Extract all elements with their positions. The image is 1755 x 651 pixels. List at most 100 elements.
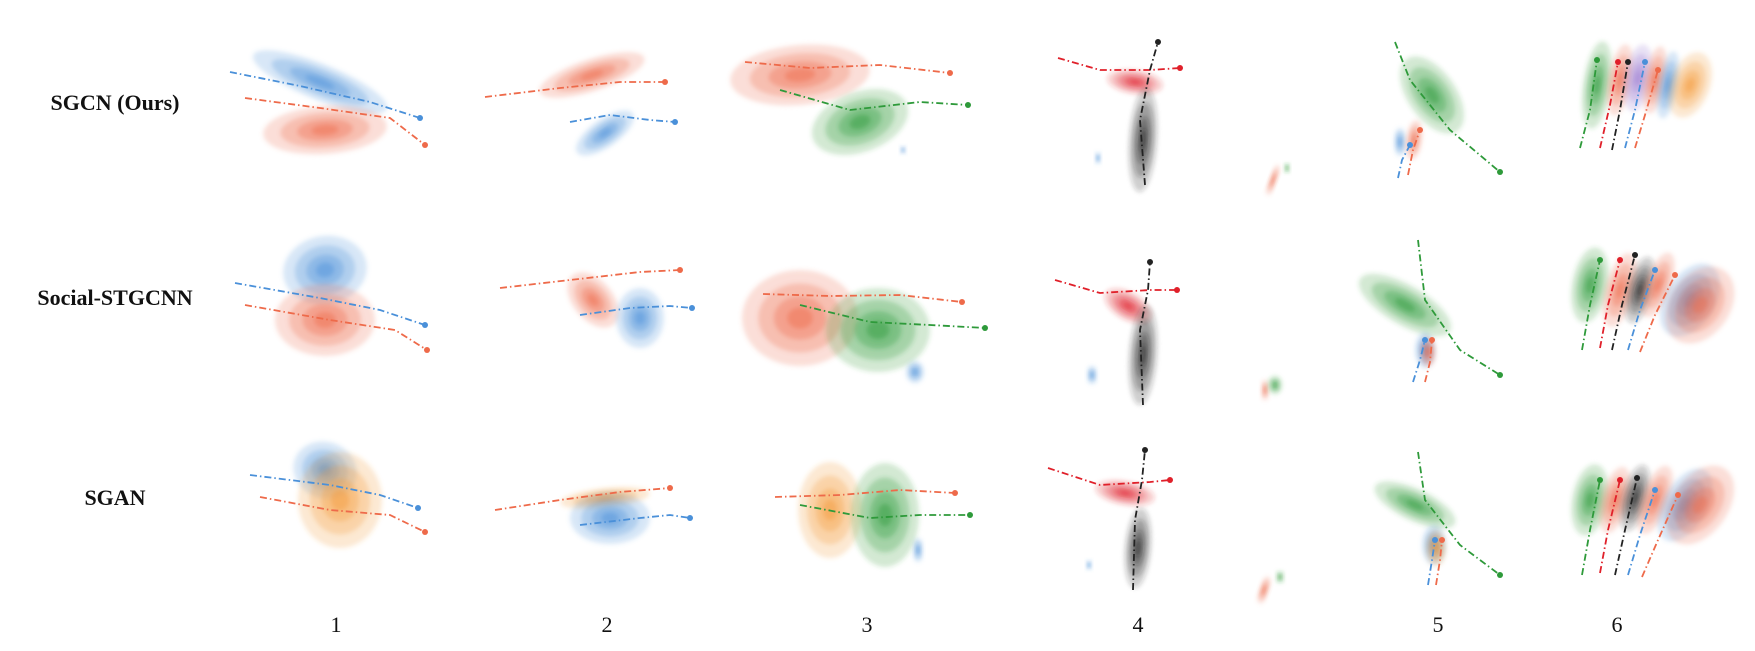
trajectory-endpoint-59 xyxy=(689,305,695,311)
density-blob-191 xyxy=(1279,575,1281,579)
density-blob-171 xyxy=(1118,490,1132,496)
trajectory-line-118 xyxy=(799,504,970,519)
trajectory-endpoint-47 xyxy=(672,119,678,125)
trajectory-line-20 xyxy=(234,282,426,326)
density-blob-139 xyxy=(1271,176,1275,184)
density-blob-115 xyxy=(916,547,920,553)
trajectory-endpoint-69 xyxy=(667,485,673,491)
column-label-5: 5 xyxy=(1432,612,1444,637)
trajectory-endpoint-275 xyxy=(1625,59,1631,65)
density-blob-187 xyxy=(1262,587,1266,593)
density-blob-143 xyxy=(1286,166,1288,170)
density-blob-95 xyxy=(866,320,890,340)
density-blob-83 xyxy=(902,149,904,151)
trajectory-line-8 xyxy=(229,71,421,119)
trajectory-line-278 xyxy=(1634,69,1659,149)
trajectory-endpoint-103 xyxy=(982,325,988,331)
density-blob-31 xyxy=(330,489,350,511)
density-blob-75 xyxy=(784,68,816,82)
trajectory-line-132 xyxy=(1057,57,1181,71)
trajectory-endpoint-311 xyxy=(1652,267,1658,273)
density-blob-231 xyxy=(1406,499,1424,511)
density-blob-79 xyxy=(849,114,871,130)
density-blob-131 xyxy=(1097,156,1099,160)
density-blob-91 xyxy=(787,307,813,329)
density-blob-329 xyxy=(1651,492,1659,508)
trajectory-line-226 xyxy=(1424,339,1433,383)
density-blob-195 xyxy=(1424,86,1440,104)
density-blob-51 xyxy=(587,293,599,307)
trajectory-endpoint-307 xyxy=(1617,257,1623,263)
trajectory-endpoint-243 xyxy=(1432,537,1438,543)
density-blob-43 xyxy=(598,128,612,138)
trajectory-line-244 xyxy=(1435,539,1443,586)
density-blob-257 xyxy=(1634,70,1642,86)
density-blob-269 xyxy=(1685,77,1695,93)
column-label-3: 3 xyxy=(861,612,873,637)
trajectory-endpoint-245 xyxy=(1439,537,1445,543)
row-label-social-stgcnn: Social-STGCNN xyxy=(37,285,193,310)
density-blob-179 xyxy=(1088,563,1090,567)
density-blob-317 xyxy=(1585,492,1595,508)
density-blob-249 xyxy=(1593,75,1601,95)
trajectory-endpoint-33 xyxy=(415,505,421,511)
trajectory-endpoint-11 xyxy=(422,142,428,148)
trajectory-endpoint-181 xyxy=(1167,477,1173,483)
trajectory-endpoint-207 xyxy=(1407,142,1413,148)
trajectory-endpoint-279 xyxy=(1655,67,1661,73)
density-blob-303 xyxy=(1692,296,1708,314)
trajectory-line-276 xyxy=(1624,61,1646,149)
trajectory-line-46 xyxy=(569,114,676,123)
trajectory-endpoint-309 xyxy=(1632,252,1638,258)
trajectory-line-102 xyxy=(799,304,986,329)
trajectory-line-32 xyxy=(249,474,419,509)
density-blob-155 xyxy=(1090,373,1094,377)
trajectory-endpoint-273 xyxy=(1615,59,1621,65)
density-blob-213 xyxy=(1394,298,1416,312)
trajectory-line-100 xyxy=(762,293,963,303)
trajectory-line-346 xyxy=(1641,494,1679,578)
density-blob-15 xyxy=(315,262,335,278)
trajectory-line-68 xyxy=(494,487,671,511)
trajectory-line-306 xyxy=(1599,259,1621,349)
trajectory-endpoint-159 xyxy=(1147,259,1153,265)
trajectory-endpoint-45 xyxy=(662,79,668,85)
column-label-6: 6 xyxy=(1611,612,1623,637)
trajectory-endpoint-223 xyxy=(1497,372,1503,378)
trajectory-endpoint-227 xyxy=(1429,337,1435,343)
trajectory-endpoint-241 xyxy=(1497,572,1503,578)
trajectory-endpoint-9 xyxy=(417,115,423,121)
trajectory-line-86 xyxy=(779,89,969,111)
trajectory-line-70 xyxy=(579,514,691,526)
density-blob-291 xyxy=(1636,282,1644,298)
trajectory-line-274 xyxy=(1611,61,1629,151)
column-label-2: 2 xyxy=(601,612,613,637)
trajectory-endpoint-205 xyxy=(1497,169,1503,175)
density-blob-3 xyxy=(305,75,335,89)
density-blob-7 xyxy=(311,124,339,136)
trajectory-endpoint-133 xyxy=(1177,65,1183,71)
trajectory-line-270 xyxy=(1579,59,1598,149)
trajectory-line-308 xyxy=(1611,254,1636,351)
density-blob-175 xyxy=(1135,539,1141,557)
trajectory-line-338 xyxy=(1581,479,1601,576)
trajectory-endpoint-35 xyxy=(422,529,428,535)
trajectory-line-34 xyxy=(259,496,426,533)
trajectory-line-222 xyxy=(1417,239,1501,376)
density-blob-199 xyxy=(1398,138,1402,146)
density-blob-295 xyxy=(1654,277,1662,293)
density-blob-39 xyxy=(580,69,604,81)
trajectory-endpoint-271 xyxy=(1594,57,1600,63)
trajectory-endpoint-21 xyxy=(422,322,428,328)
trajectory-endpoint-119 xyxy=(967,512,973,518)
trajectory-line-182 xyxy=(1132,449,1146,591)
trajectory-line-272 xyxy=(1599,61,1619,149)
trajectory-line-56 xyxy=(499,269,681,289)
trajectory-endpoint-313 xyxy=(1672,272,1678,278)
trajectory-line-342 xyxy=(1614,477,1638,576)
trajectory-line-240 xyxy=(1417,451,1501,576)
trajectory-endpoint-71 xyxy=(687,515,693,521)
trajectory-endpoint-277 xyxy=(1642,59,1648,65)
